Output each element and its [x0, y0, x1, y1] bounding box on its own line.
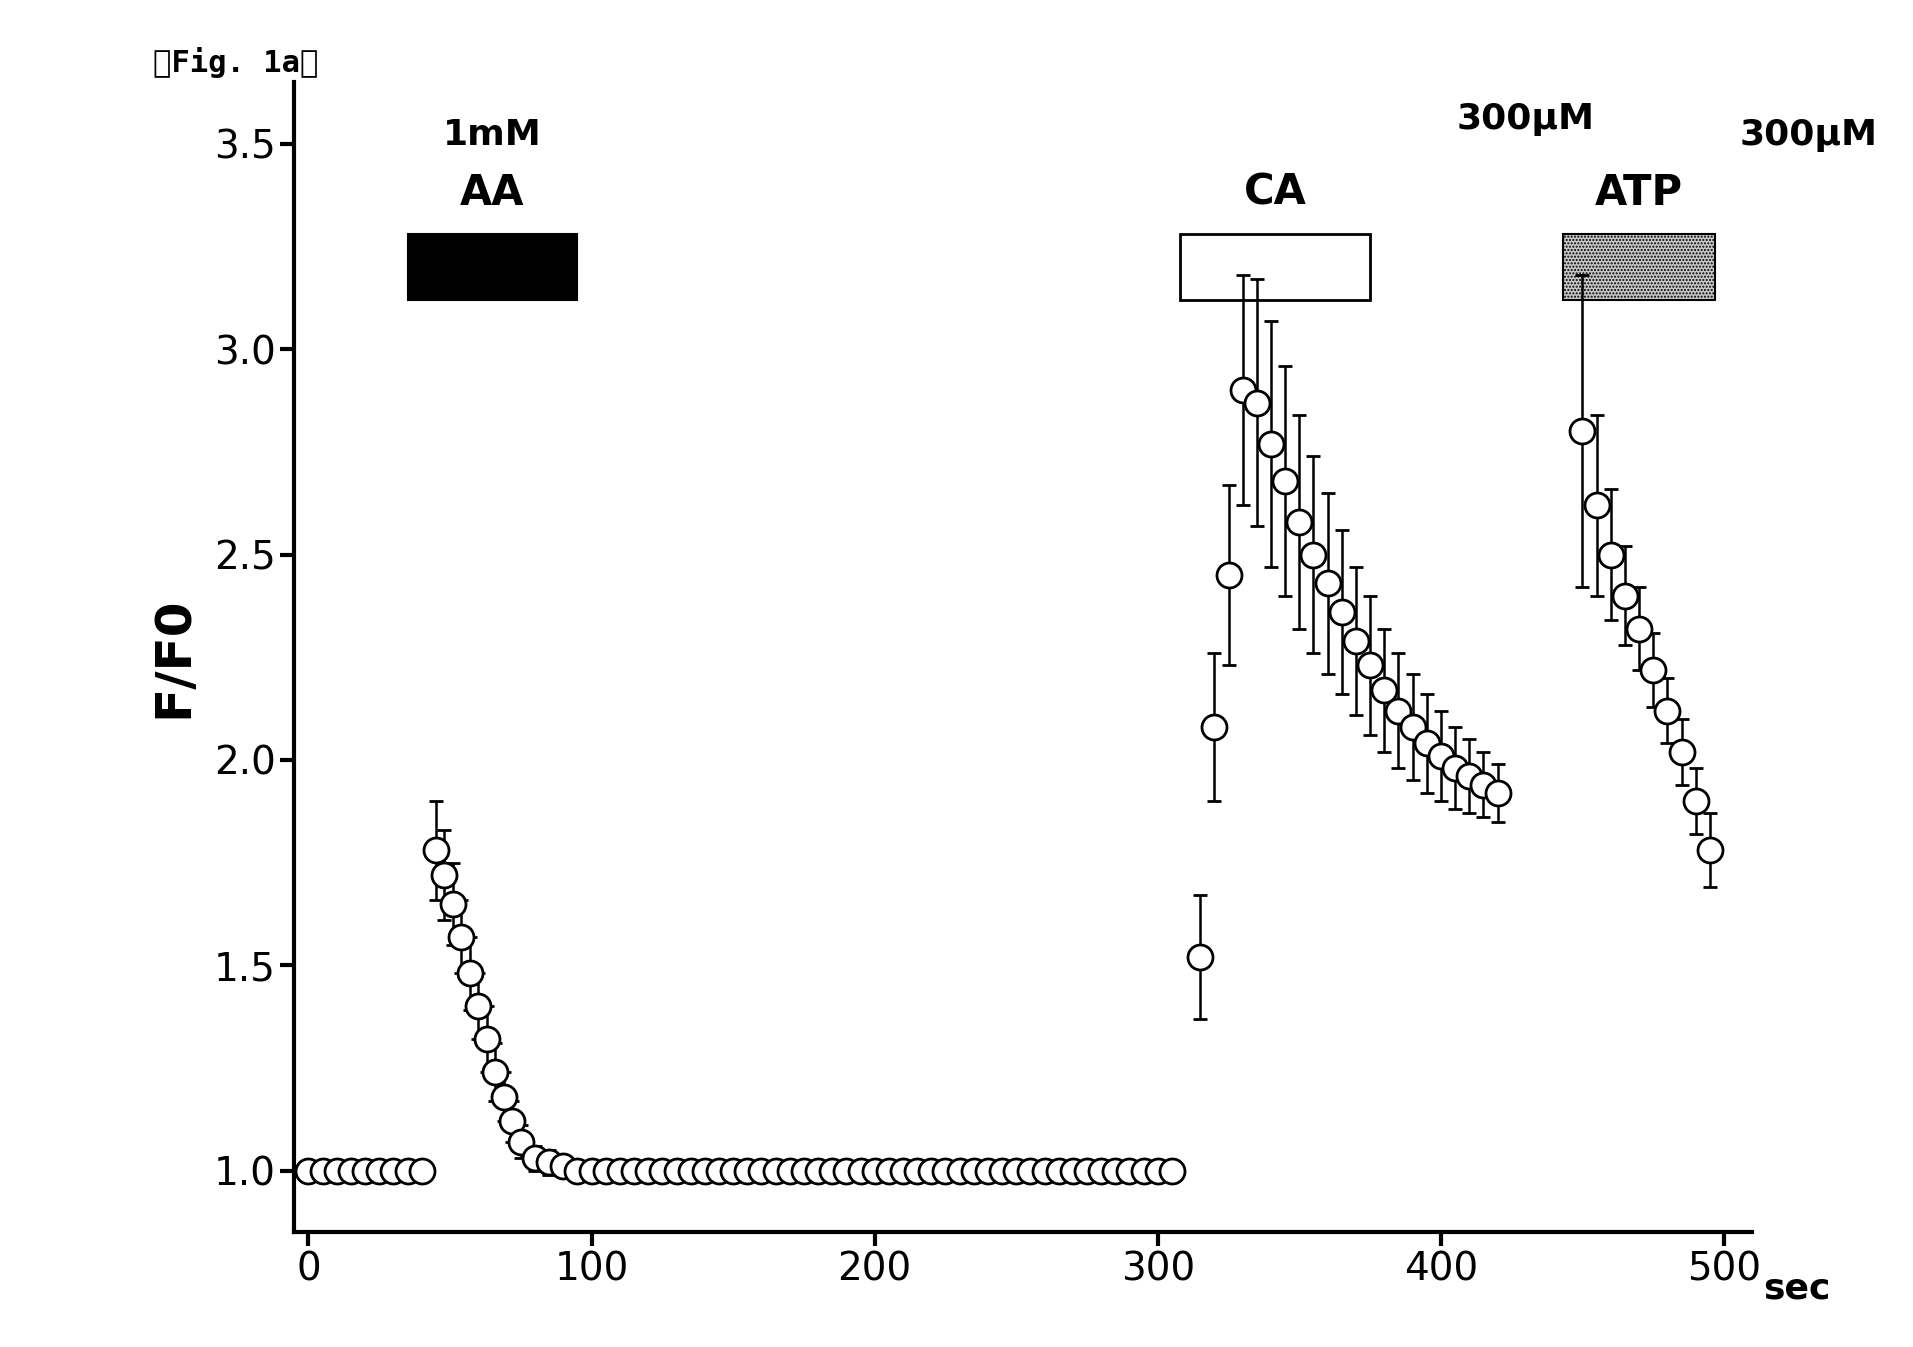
Y-axis label: F/F0: F/F0 — [149, 597, 197, 718]
Text: 300μM: 300μM — [1458, 102, 1595, 136]
Bar — [1563, 234, 1716, 300]
Text: AA: AA — [461, 172, 524, 214]
Text: sec: sec — [1764, 1272, 1831, 1305]
Bar — [1180, 234, 1370, 300]
Text: ATP: ATP — [1595, 172, 1683, 214]
Text: 300μM: 300μM — [1741, 119, 1879, 152]
Bar — [407, 234, 578, 300]
Text: 1mM: 1mM — [444, 119, 541, 152]
Text: CA: CA — [1243, 172, 1307, 214]
Text: 『Fig. 1a』: 『Fig. 1a』 — [153, 47, 318, 78]
